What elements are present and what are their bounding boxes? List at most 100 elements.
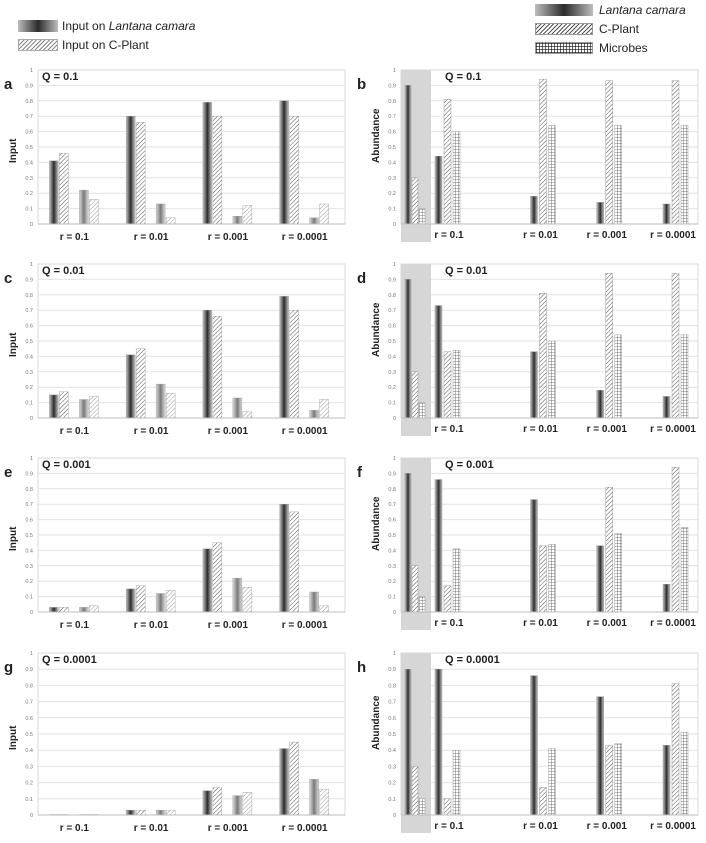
bar [49,394,59,419]
y-tick-label: 0.9 [25,667,33,673]
initial-bar [418,402,426,419]
bar [289,511,299,613]
bar [671,80,680,225]
initial-bar [418,596,426,613]
bar [79,189,89,225]
y-tick-label: 0.7 [388,502,396,508]
panel-letter: b [357,76,367,93]
y-tick-label: 0 [30,222,33,228]
bar [89,396,99,419]
bar [125,116,136,225]
bar [289,310,299,419]
bar [452,350,461,419]
microbes-swatch-icon [535,41,593,54]
legend-item-cplant: C-Plant [535,19,686,38]
input-legend: Input on Lantana camara Input on C-Plant [18,16,195,54]
bar [289,741,299,816]
y-tick-label: 0.6 [388,324,396,330]
y-tick-label: 0.1 [25,797,33,803]
x-tick-label: r = 0.1 [434,821,464,832]
y-tick-label: 0.7 [388,700,396,706]
y-tick-label: 0.7 [25,700,33,706]
y-tick-label: 0.3 [25,370,33,376]
chart-panel-h: h Abundance 0 0.1 0.2 0.3 0.4 0.5 0.6 0.7 0.8 0.9 1 Q… [353,645,706,843]
y-tick-label: 1 [393,68,396,74]
y-tick-label: 0.4 [25,354,33,360]
chart-title: Q = 0.0001 [42,654,97,666]
x-tick-label: r = 0.01 [134,232,169,243]
bar [242,587,253,613]
bar [671,273,680,419]
x-tick-label: r = 0.001 [587,618,628,629]
initial-bar [404,669,412,816]
x-tick-label: r = 0.1 [60,232,90,243]
x-tick-label: r = 0.001 [587,821,628,832]
x-tick-label: r = 0.001 [208,620,249,631]
panel-letter: h [357,659,367,676]
y-tick-label: 0.4 [388,160,396,166]
x-tick-label: r = 0.0001 [282,232,328,243]
bar [155,593,166,613]
bar [680,334,689,419]
initial-bar [411,565,419,613]
initial-bar [411,371,419,419]
bar [539,545,547,613]
y-tick-label: 1 [393,262,396,268]
bar [232,397,243,419]
abundance-legend: Lantana camara C-Plant Microbes [535,0,686,57]
chart-title: Q = 0.1 [445,71,481,83]
x-tick-label: r = 0.0001 [282,426,328,437]
chart-title: Q = 0.0001 [445,654,500,666]
y-tick-label: 0.2 [25,191,33,197]
y-tick-label: 0.7 [25,502,33,508]
legend-label-cplant: C-Plant [599,21,640,36]
panel-letter: c [4,270,13,287]
y-tick-label: 1 [393,456,396,462]
y-tick-label: 0.1 [25,595,33,601]
y-tick-label: 0.1 [388,401,396,407]
bar [530,675,538,816]
bar [605,745,613,816]
x-tick-label: r = 0.01 [523,821,558,832]
y-tick-label: 0 [393,222,396,228]
legend-item-input-lantana: Input on Lantana camara [18,16,195,35]
x-tick-label: r = 0.1 [60,426,90,437]
panel-letter: d [357,270,367,287]
bar [135,348,146,419]
y-tick-label: 0.4 [25,160,33,166]
x-tick-label: r = 0.0001 [650,618,696,629]
bar [662,396,671,419]
y-tick-label: 0.9 [388,277,396,283]
chart-panel-e: e Input 0 0.1 0.2 0.3 0.4 0.5 0.6 0.7 0.8 0.9 1 Q = 0… [0,450,353,640]
bar [319,788,329,816]
x-tick-label: r = 0.01 [523,618,558,629]
y-tick-label: 0.2 [388,191,396,197]
y-tick-label: 0.1 [25,207,33,213]
bar [309,779,319,816]
x-tick-label: r = 0.1 [60,823,90,834]
bar [539,787,547,816]
x-tick-label: r = 0.1 [434,618,464,629]
bar [614,743,622,816]
bar [59,152,69,225]
y-tick-label: 0.8 [25,99,33,105]
legend-item-input-cplant: Input on C-Plant [18,35,195,54]
bar [242,792,253,816]
initial-bar [418,798,426,816]
bar [319,399,329,419]
y-tick-label: 0.8 [388,99,396,105]
panel-letter: f [357,464,362,481]
y-tick-label: 0.8 [388,487,396,493]
y-tick-label: 0.1 [388,207,396,213]
bar [309,217,319,225]
bar [309,591,319,613]
initial-bar [411,766,419,816]
bar [79,607,89,613]
bar [49,607,59,613]
x-tick-label: r = 0.0001 [650,821,696,832]
bar [530,196,538,225]
bar [548,748,556,816]
x-tick-label: r = 0.01 [523,424,558,435]
bar [202,310,213,419]
bar [319,203,329,225]
